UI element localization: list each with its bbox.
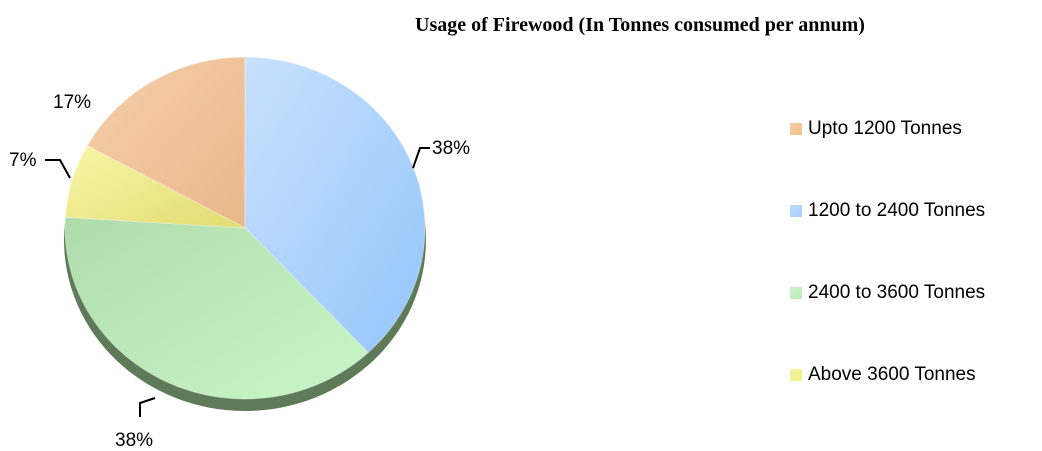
leader-line-7 bbox=[45, 159, 71, 179]
legend-item-upto-1200: Upto 1200 Tonnes bbox=[790, 108, 985, 149]
pie-slice-above-3600 bbox=[64, 144, 246, 229]
legend-label: 1200 to 2400 Tonnes bbox=[808, 199, 986, 221]
legend-label: 2400 to 3600 Tonnes bbox=[808, 281, 986, 303]
legend-swatch bbox=[790, 122, 802, 135]
data-label-above-3600: 7% bbox=[9, 150, 37, 171]
leader-line-38-blue bbox=[412, 147, 430, 169]
legend-label: Above 3600 Tonnes bbox=[808, 363, 976, 385]
legend-item-1200-2400: 1200 to 2400 Tonnes bbox=[790, 190, 985, 231]
chart-title: Usage of Firewood (In Tonnes consumed pe… bbox=[415, 14, 865, 36]
legend-item-2400-3600: 2400 to 3600 Tonnes bbox=[790, 272, 985, 313]
pie-slice-2400-3600 bbox=[64, 216, 369, 400]
leader-line-38-green bbox=[139, 397, 156, 417]
data-label-1200-2400: 38% bbox=[432, 138, 470, 159]
data-label-upto-1200: 17% bbox=[53, 92, 91, 113]
legend-swatch bbox=[790, 204, 802, 217]
pie-slice-1200-2400 bbox=[244, 56, 426, 354]
legend-label: Upto 1200 Tonnes bbox=[808, 117, 962, 139]
data-label-2400-3600: 38% bbox=[115, 430, 153, 451]
legend: Upto 1200 Tonnes 1200 to 2400 Tonnes 240… bbox=[790, 108, 985, 436]
pie-slice-upto-1200 bbox=[86, 56, 246, 229]
legend-item-above-3600: Above 3600 Tonnes bbox=[790, 354, 985, 395]
legend-swatch bbox=[790, 286, 802, 299]
legend-swatch bbox=[790, 368, 802, 381]
